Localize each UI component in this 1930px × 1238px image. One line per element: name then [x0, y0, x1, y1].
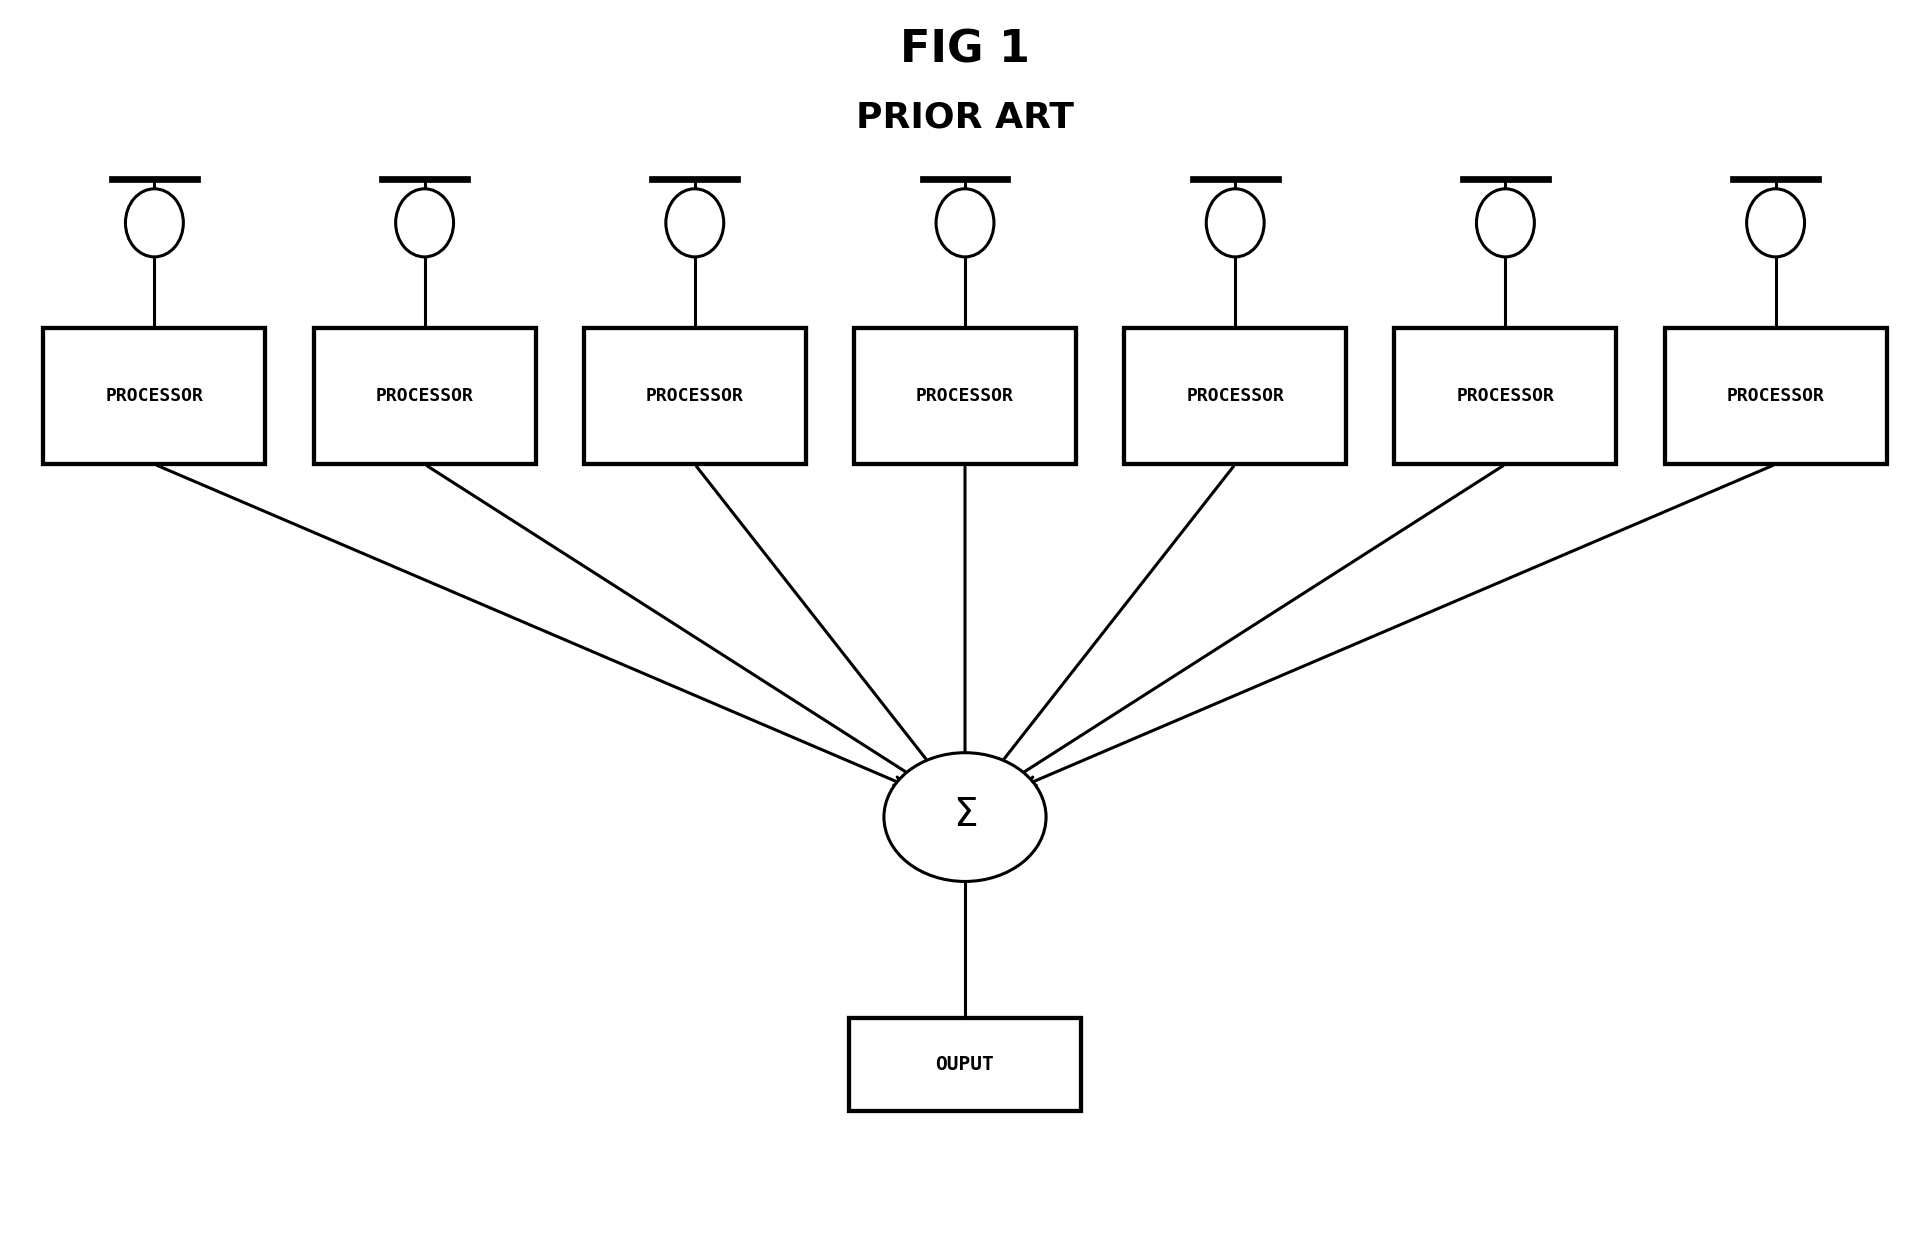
Ellipse shape — [396, 188, 454, 256]
Text: FIG 1: FIG 1 — [899, 28, 1031, 71]
Text: PRIOR ART: PRIOR ART — [857, 100, 1073, 135]
Text: Σ: Σ — [953, 796, 977, 833]
Ellipse shape — [1476, 188, 1534, 256]
Text: PROCESSOR: PROCESSOR — [106, 387, 203, 405]
Ellipse shape — [884, 753, 1046, 881]
Text: PROCESSOR: PROCESSOR — [917, 387, 1013, 405]
Text: PROCESSOR: PROCESSOR — [376, 387, 473, 405]
Text: PROCESSOR: PROCESSOR — [1457, 387, 1554, 405]
Text: PROCESSOR: PROCESSOR — [1187, 387, 1283, 405]
Bar — [849, 1018, 1081, 1112]
Bar — [853, 328, 1075, 464]
Ellipse shape — [936, 188, 994, 256]
Bar — [1664, 328, 1886, 464]
Bar — [313, 328, 537, 464]
Ellipse shape — [125, 188, 183, 256]
Text: OUPUT: OUPUT — [936, 1055, 994, 1075]
Ellipse shape — [1747, 188, 1805, 256]
Bar — [1393, 328, 1615, 464]
Text: PROCESSOR: PROCESSOR — [647, 387, 743, 405]
Bar — [42, 328, 266, 464]
Bar — [1123, 328, 1347, 464]
Ellipse shape — [1206, 188, 1264, 256]
Ellipse shape — [666, 188, 724, 256]
Bar — [583, 328, 805, 464]
Text: PROCESSOR: PROCESSOR — [1727, 387, 1824, 405]
